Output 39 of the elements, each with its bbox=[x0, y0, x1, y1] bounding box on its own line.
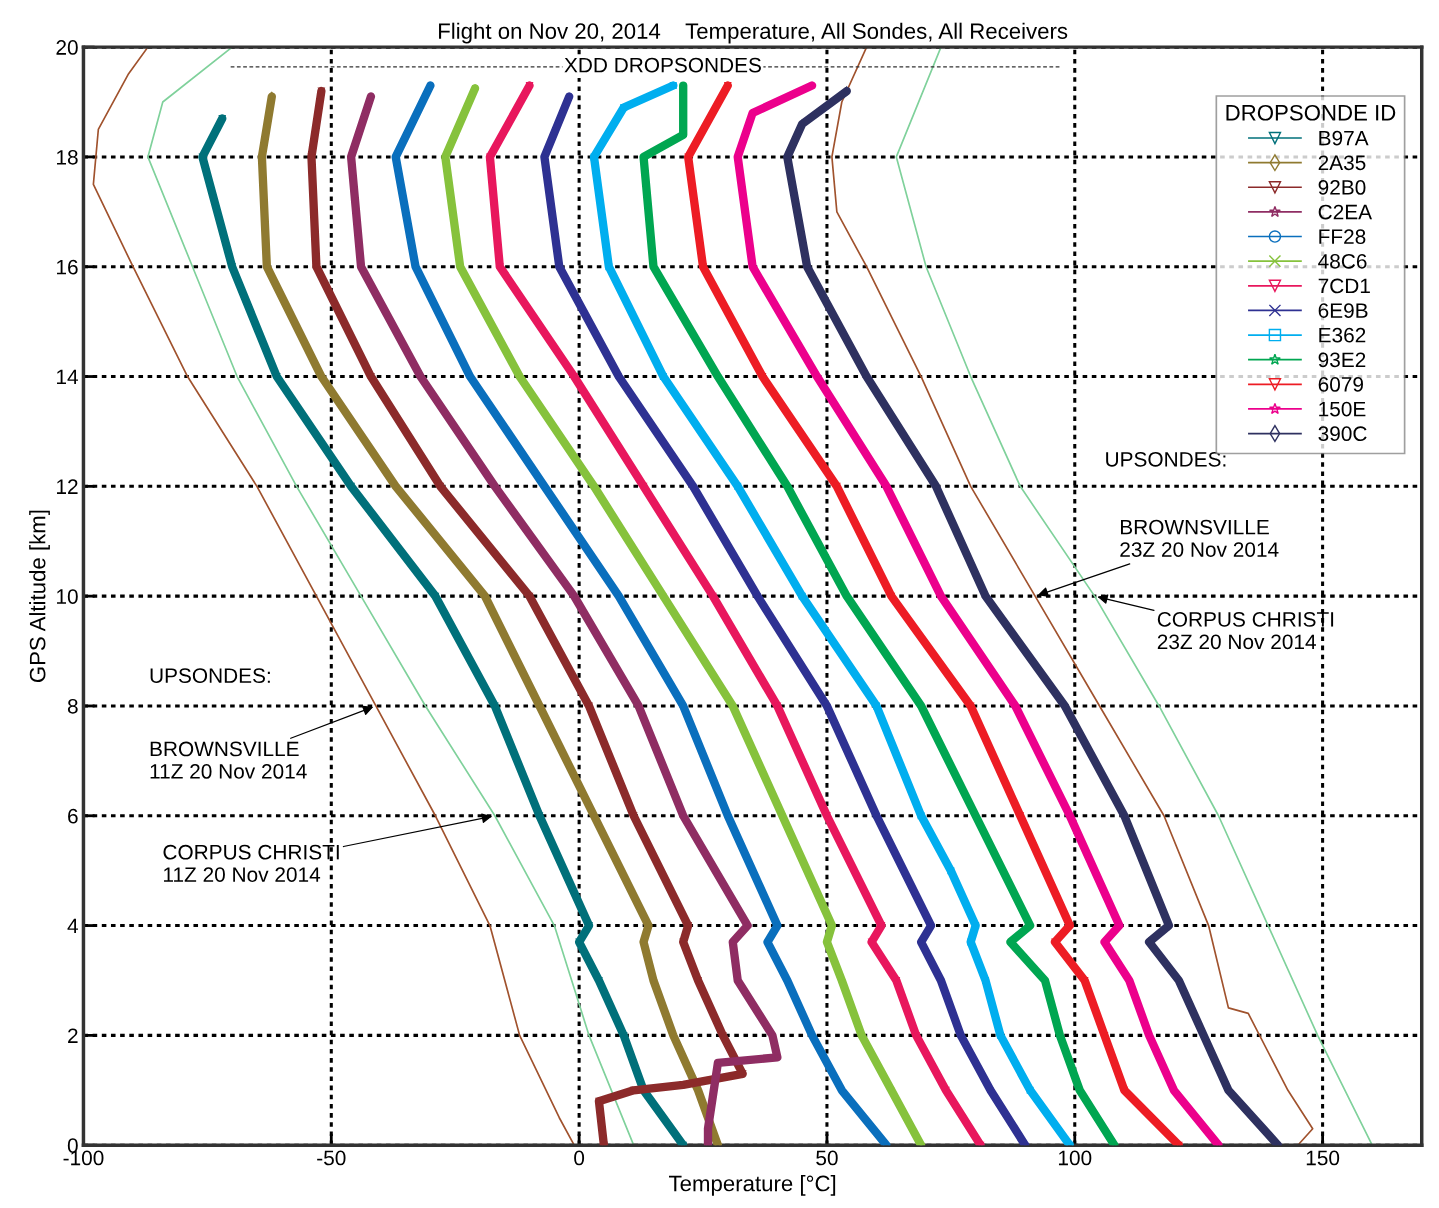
x-axis-title: Temperature [°C] bbox=[669, 1175, 836, 1196]
annotation: UPSONDES: bbox=[1106, 451, 1226, 467]
y-tick-label: 2 bbox=[68, 1028, 78, 1043]
legend-label: 92B0 bbox=[1318, 180, 1366, 195]
y-tick-label: 4 bbox=[67, 918, 78, 934]
annotation: XDD DROPSONDES bbox=[564, 57, 761, 73]
x-tick-label: -50 bbox=[317, 1150, 346, 1166]
annotation: UPSONDES: bbox=[150, 668, 270, 683]
legend-label: B97A bbox=[1319, 130, 1369, 146]
y-tick-label: 14 bbox=[57, 369, 78, 385]
legend-label: 150E bbox=[1319, 401, 1366, 417]
legend-label: C2EA bbox=[1318, 204, 1373, 220]
y-tick-label: 8 bbox=[67, 698, 78, 714]
legend-label: E362 bbox=[1319, 327, 1366, 343]
legend-label: 390C bbox=[1318, 426, 1367, 442]
annotation: BROWNSVILLE 23Z 20 Nov 2014 bbox=[1120, 519, 1279, 557]
legend-label: 7CD1 bbox=[1318, 278, 1370, 294]
legend-label: 6E9B bbox=[1318, 303, 1368, 318]
y-tick-label: 20 bbox=[56, 40, 78, 55]
x-tick-label: 0 bbox=[574, 1150, 585, 1166]
legend-label: 48C6 bbox=[1318, 253, 1367, 269]
legend-label: 93E2 bbox=[1318, 352, 1366, 368]
annotation: CORPUS CHRISTI 23Z 20 Nov 2014 bbox=[1157, 612, 1334, 650]
y-tick-label: 12 bbox=[57, 479, 78, 494]
y-axis-title: GPS Altitude [km] bbox=[29, 510, 50, 683]
x-tick-label: 150 bbox=[1306, 1150, 1340, 1166]
y-tick-label: 18 bbox=[57, 149, 78, 165]
chart-title: Flight on Nov 20, 2014 Temperature, All Sondes, All Receivers bbox=[439, 22, 1068, 44]
y-tick-label: 10 bbox=[57, 589, 78, 604]
x-tick-label: 50 bbox=[816, 1150, 838, 1166]
legend-label: FF28 bbox=[1319, 229, 1366, 245]
legend-label: 2A35 bbox=[1318, 155, 1366, 171]
annotation: BROWNSVILLE 11Z 20 Nov 2014 bbox=[150, 741, 307, 779]
y-tick-label: 16 bbox=[57, 259, 78, 275]
legend-title: DROPSONDE ID bbox=[1226, 104, 1396, 121]
legend-label: 6079 bbox=[1318, 377, 1363, 392]
x-tick-label: 100 bbox=[1058, 1150, 1092, 1166]
annotation: CORPUS CHRISTI 11Z 20 Nov 2014 bbox=[163, 844, 339, 882]
y-tick-label: 6 bbox=[68, 808, 78, 824]
